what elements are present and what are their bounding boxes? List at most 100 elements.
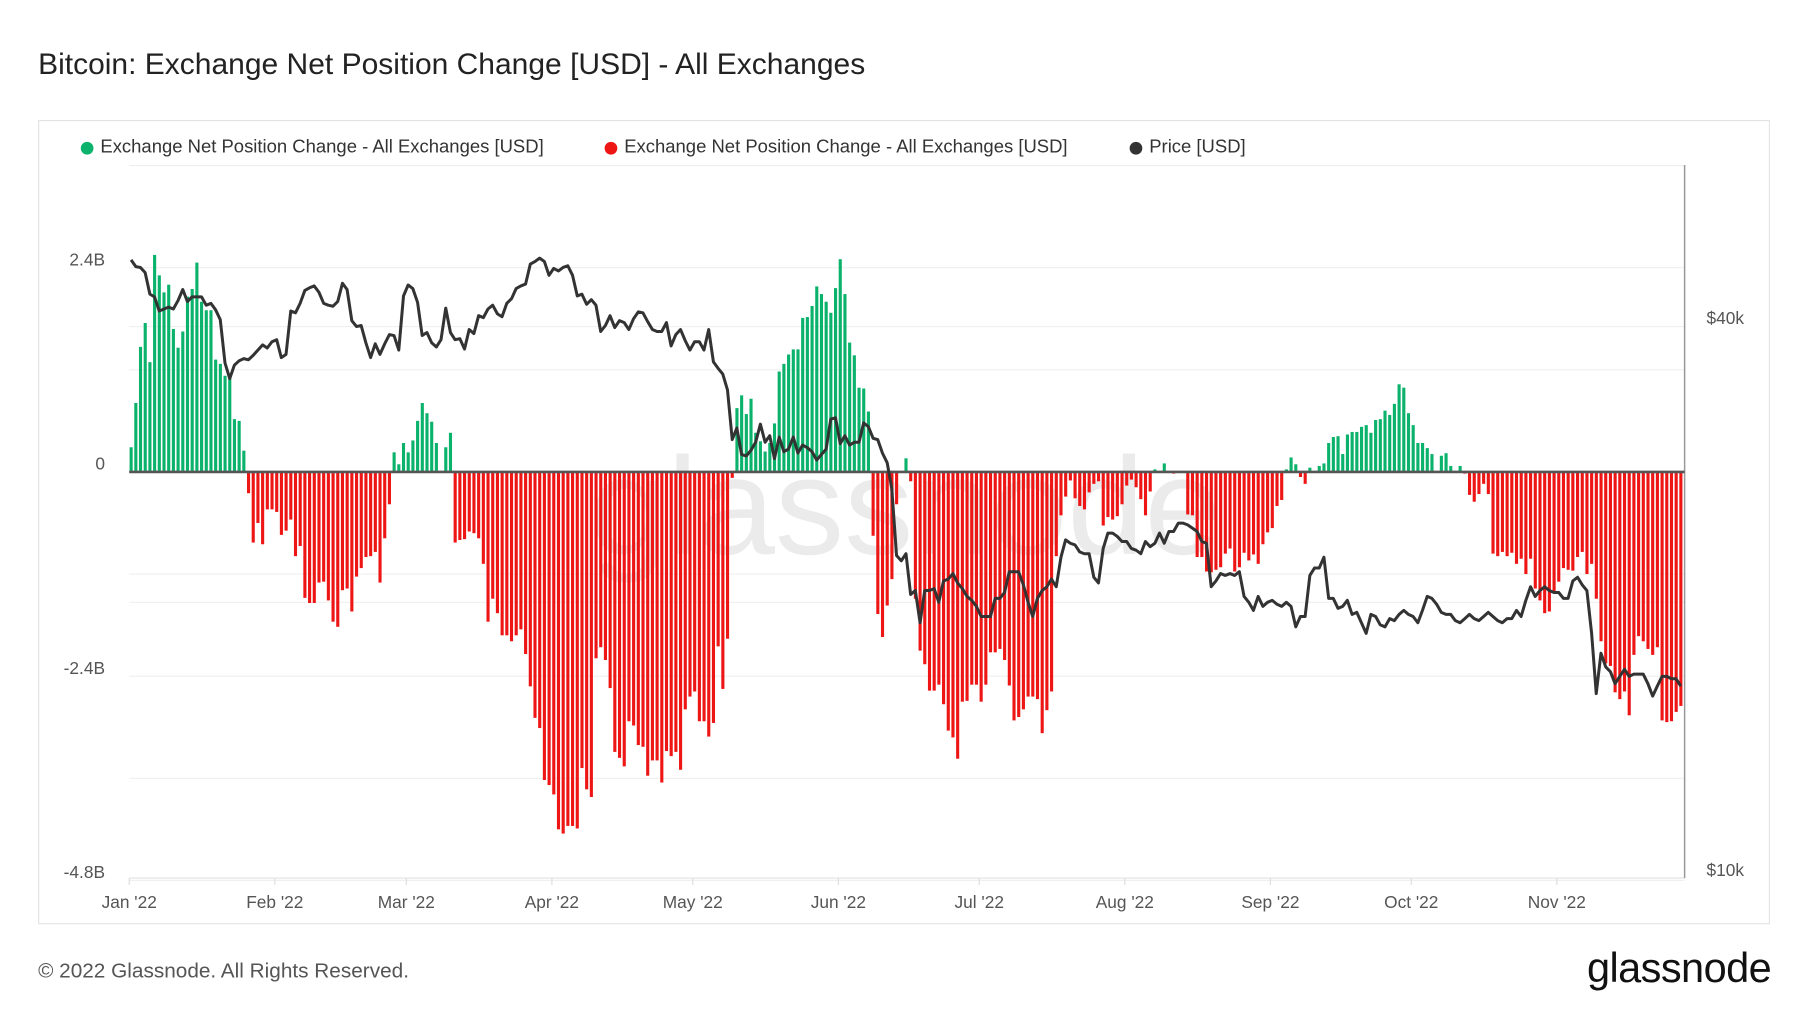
bar-negative	[1646, 471, 1650, 649]
bar-negative	[383, 471, 387, 539]
bar-positive	[1392, 403, 1396, 472]
bar-negative	[1303, 471, 1307, 484]
bar-positive	[758, 441, 762, 472]
legend-item-outflow[interactable]: Exchange Net Position Change - All Excha…	[604, 137, 1068, 158]
bar-negative	[1467, 471, 1472, 495]
bar-negative	[552, 471, 556, 795]
bar-positive	[866, 411, 870, 472]
bar-negative	[589, 471, 593, 797]
bar-negative	[716, 471, 720, 647]
bar-positive	[1359, 426, 1364, 472]
bar-negative	[1482, 471, 1486, 484]
bar-negative	[1251, 471, 1256, 555]
bar-positive	[1294, 464, 1298, 472]
bar-negative	[1590, 471, 1594, 564]
bar-positive	[190, 288, 194, 472]
bar-negative	[880, 471, 885, 638]
left-axis-tick-label: 2.4B	[69, 249, 105, 269]
bar-positive	[1374, 420, 1378, 472]
bar-positive	[1449, 465, 1453, 472]
bar-positive	[1397, 384, 1401, 472]
bar-negative	[1261, 471, 1265, 545]
legend-label: Price [USD]	[1149, 137, 1246, 157]
bar-positive	[237, 420, 241, 472]
bar-negative	[1214, 471, 1218, 570]
bar-negative	[1472, 471, 1476, 502]
red-dot-icon	[604, 141, 618, 155]
bar-negative	[312, 471, 316, 603]
bar-positive	[1322, 463, 1326, 472]
bar-negative	[322, 471, 326, 582]
bar-negative	[542, 471, 546, 780]
bar-negative	[1275, 471, 1279, 506]
bar-positive	[763, 451, 767, 472]
bar-positive	[1364, 425, 1368, 472]
bar-negative	[1510, 471, 1514, 553]
bar-negative	[988, 471, 993, 653]
bar-positive	[787, 354, 791, 472]
bar-negative	[1538, 471, 1542, 601]
bar-negative	[336, 471, 340, 627]
bar-negative	[359, 471, 363, 569]
bar-negative	[942, 471, 946, 705]
bar-positive	[782, 363, 786, 472]
bar-positive	[1369, 432, 1373, 472]
bar-negative	[1143, 471, 1148, 516]
bar-negative	[1106, 471, 1110, 518]
bar-positive	[1153, 469, 1157, 472]
bar-negative	[711, 471, 716, 723]
bar-positive	[1327, 442, 1331, 472]
glassnode-logo: glassnode	[1586, 943, 1772, 992]
bar-negative	[664, 471, 669, 752]
legend-item-price[interactable]: Price [USD]	[1129, 137, 1246, 158]
bar-positive	[406, 452, 410, 472]
bar-negative	[481, 471, 485, 564]
bar-negative	[725, 471, 730, 639]
bar-negative	[1608, 471, 1612, 666]
bar-negative	[298, 471, 302, 546]
bar-negative	[1040, 471, 1044, 734]
bar-negative	[890, 471, 894, 580]
bar-negative	[1594, 471, 1598, 599]
bar-positive	[791, 349, 795, 472]
bar-negative	[1134, 471, 1138, 488]
legend-label: Exchange Net Position Change - All Excha…	[624, 137, 1068, 157]
bar-negative	[674, 471, 678, 752]
bar-negative	[1280, 471, 1284, 501]
bar-negative	[1078, 471, 1082, 506]
bar-negative	[1101, 471, 1105, 526]
bar-negative	[1651, 471, 1655, 655]
bar-positive	[1341, 454, 1345, 472]
bar-negative	[1632, 471, 1636, 655]
bar-negative	[669, 471, 673, 757]
bar-positive	[401, 442, 406, 472]
bar-negative	[1195, 471, 1199, 558]
legend-label: Exchange Net Position Change - All Excha…	[100, 137, 544, 157]
bar-negative	[1571, 471, 1575, 571]
bar-positive	[1402, 387, 1406, 472]
bar-negative	[895, 471, 899, 505]
bar-positive	[148, 362, 152, 472]
bar-negative	[1477, 471, 1481, 495]
bar-negative	[303, 471, 307, 598]
bar-negative	[331, 471, 335, 622]
bar-negative	[1139, 471, 1143, 500]
bar-negative	[1059, 471, 1063, 516]
bar-negative	[1148, 471, 1152, 492]
bar-negative	[340, 471, 345, 591]
bar-negative	[1237, 471, 1241, 568]
bar-positive	[1430, 454, 1434, 472]
bar-negative	[707, 471, 711, 737]
bar-negative	[1205, 471, 1209, 572]
bar-positive	[1162, 463, 1166, 472]
bar-positive	[430, 421, 434, 472]
bar-negative	[538, 471, 542, 729]
bar-negative	[937, 471, 941, 685]
legend-item-inflow[interactable]: Exchange Net Position Change - All Excha…	[80, 137, 544, 158]
bar-negative	[1242, 471, 1246, 553]
bar-negative	[284, 471, 288, 531]
bar-positive	[204, 310, 208, 472]
bar-negative	[575, 471, 579, 829]
bar-positive	[749, 398, 753, 472]
bar-negative	[871, 471, 875, 536]
